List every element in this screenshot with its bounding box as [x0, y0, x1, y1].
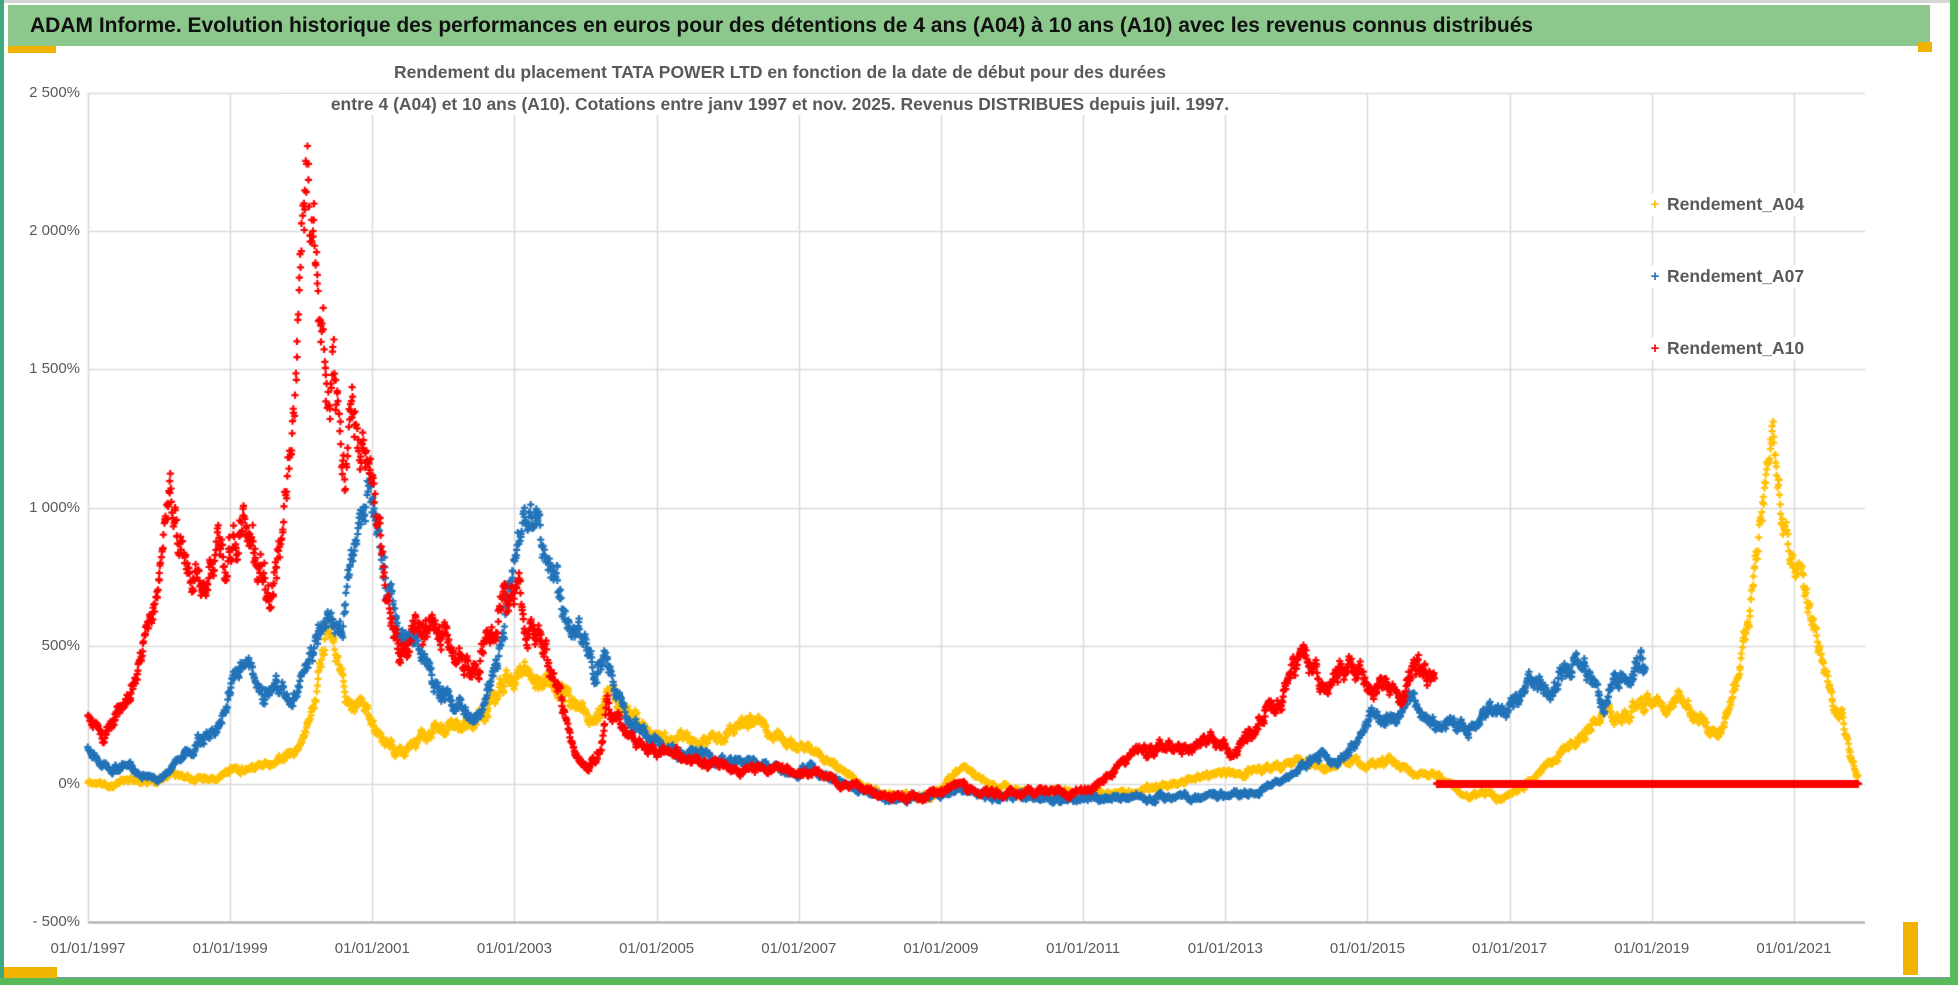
- x-tick-label: 01/01/2003: [476, 940, 552, 957]
- gold-accent-under-banner: [8, 46, 56, 53]
- x-tick-label: 01/01/1997: [50, 940, 126, 957]
- plus-marker-icon: +: [1650, 196, 1660, 213]
- x-tick-label: 01/01/1999: [192, 940, 268, 957]
- legend-item-rendement-a07[interactable]: + Rendement_A07: [1641, 265, 1811, 288]
- y-tick-label: - 500%: [32, 913, 80, 930]
- plus-marker-icon: +: [1650, 268, 1660, 285]
- y-tick-label: 2 000%: [29, 222, 80, 240]
- x-tick-label: 01/01/2019: [1614, 940, 1690, 957]
- legend-label: Rendement_A10: [1667, 338, 1805, 358]
- y-tick-label: 2 500%: [29, 84, 80, 101]
- window-frame-left: [0, 0, 4, 985]
- legend-item-rendement-a10[interactable]: + Rendement_A10: [1641, 337, 1811, 360]
- legend-item-rendement-a04[interactable]: + Rendement_A04: [1641, 193, 1811, 216]
- gold-accent-bottom-left: [0, 967, 57, 979]
- gold-accent-banner-right: [1918, 42, 1932, 52]
- x-tick-label: 01/01/2007: [761, 940, 837, 957]
- x-tick-label: 01/01/2021: [1756, 940, 1832, 957]
- y-tick-label: 0%: [58, 774, 80, 792]
- y-tick-label: 1 500%: [29, 360, 80, 378]
- x-tick-label: 01/01/2017: [1472, 940, 1548, 957]
- chart-title-line2: entre 4 (A04) et 10 ans (A10). Cotations…: [279, 94, 1281, 115]
- legend-label: Rendement_A04: [1667, 194, 1805, 214]
- chart-title-line1: Rendement du placement TATA POWER LTD en…: [279, 62, 1281, 83]
- x-tick-label: 01/01/2009: [903, 940, 979, 957]
- window-frame-bottom: [0, 978, 1958, 985]
- window-frame-right: [1950, 0, 1958, 985]
- x-tick-label: 01/01/2005: [619, 940, 695, 957]
- x-tick-label: 01/01/2013: [1187, 940, 1263, 957]
- gold-accent-bottom-right: [1903, 922, 1918, 975]
- x-tick-label: 01/01/2011: [1046, 940, 1121, 957]
- plus-marker-icon: +: [1650, 340, 1660, 357]
- window-frame-top: [0, 0, 1958, 3]
- chart-legend: + Rendement_A04 + Rendement_A07 + Rendem…: [1641, 193, 1811, 409]
- x-tick-label: 01/01/2001: [334, 940, 410, 957]
- legend-label: Rendement_A07: [1667, 266, 1805, 286]
- report-banner-title: ADAM Informe. Evolution historique des p…: [8, 5, 1930, 46]
- y-tick-label: 500%: [41, 636, 80, 654]
- x-tick-label: 01/01/2015: [1329, 940, 1405, 957]
- y-tick-label: 1 000%: [29, 498, 80, 516]
